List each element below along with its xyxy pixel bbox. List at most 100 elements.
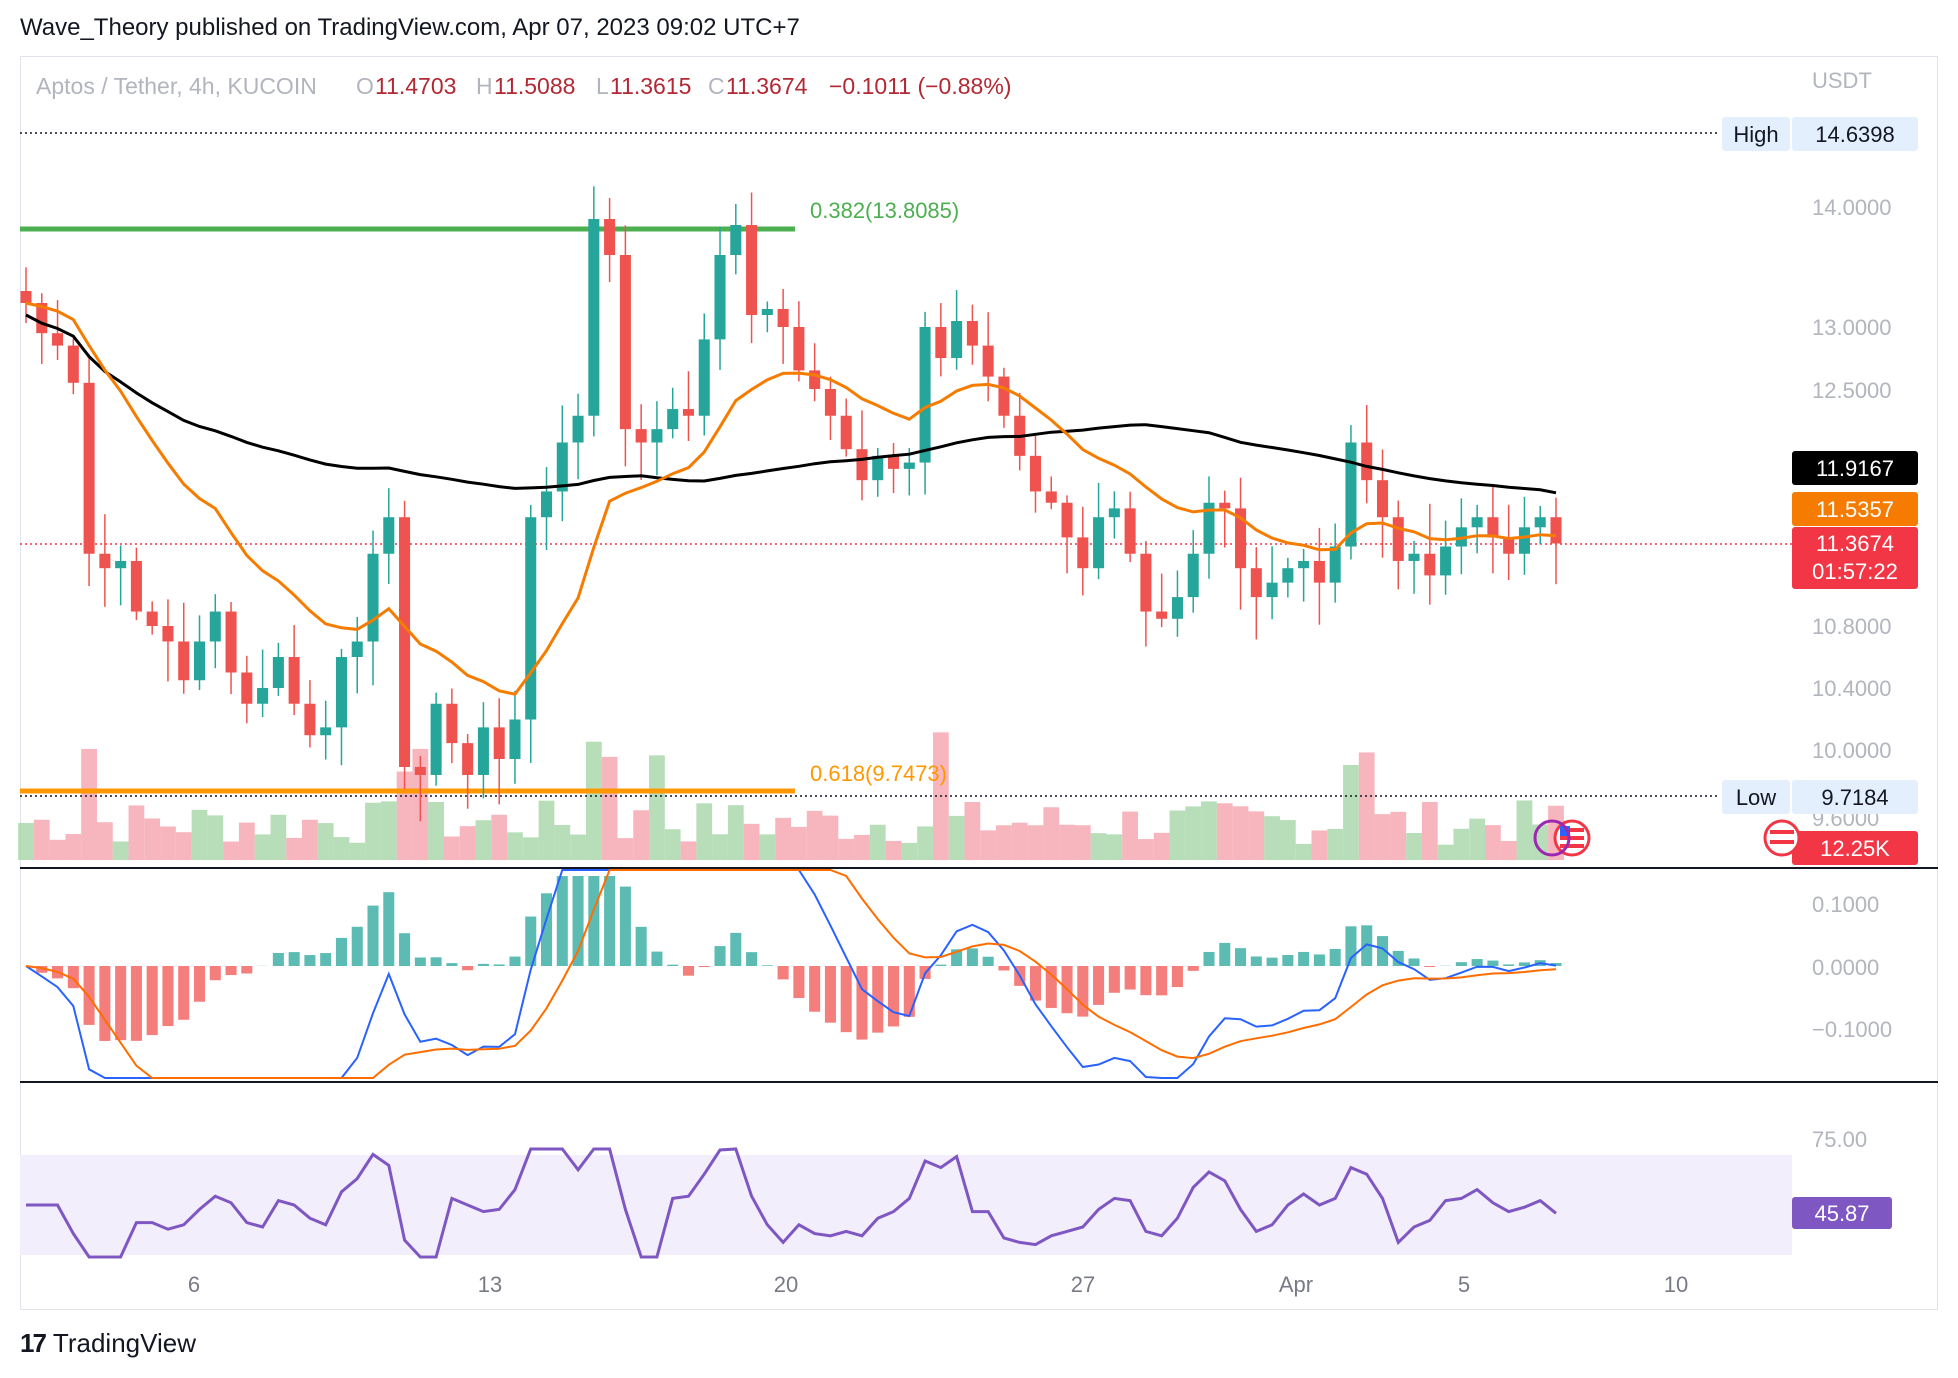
candle-body bbox=[130, 560, 142, 612]
us-flag-axis-icon[interactable] bbox=[1763, 819, 1801, 857]
volume-bar bbox=[428, 801, 444, 860]
macd-histogram-bar bbox=[193, 966, 206, 1002]
macd-histogram-bar bbox=[1187, 966, 1199, 971]
price-axis-currency: USDT bbox=[1812, 68, 1872, 93]
macd-histogram-bar bbox=[320, 953, 332, 966]
legend-low: 11.3615 bbox=[610, 73, 691, 99]
macd-histogram-bar bbox=[604, 876, 616, 966]
price-levels bbox=[20, 132, 1792, 797]
volume-bar bbox=[112, 841, 129, 860]
volume-bar bbox=[333, 837, 350, 860]
volume-bar bbox=[144, 818, 161, 860]
candle-body bbox=[919, 327, 931, 463]
macd-histogram-bar bbox=[1471, 959, 1483, 966]
macd-histogram-bar bbox=[1455, 962, 1467, 966]
candle bbox=[1408, 540, 1420, 594]
volume-bar bbox=[207, 815, 224, 860]
volume-bar bbox=[160, 826, 176, 860]
volume-bar bbox=[791, 826, 807, 860]
volume-bar bbox=[1216, 803, 1233, 860]
candle-body bbox=[793, 327, 805, 371]
candle-body bbox=[1187, 553, 1199, 598]
candle bbox=[540, 467, 553, 551]
volume-bar bbox=[1327, 828, 1344, 860]
candle bbox=[1534, 505, 1546, 545]
macd-histogram-bar bbox=[1077, 966, 1089, 1017]
volume-bar bbox=[238, 822, 255, 860]
volume-bar bbox=[18, 822, 34, 860]
macd-histogram-bar bbox=[635, 926, 647, 966]
macd-histogram-bar bbox=[225, 966, 237, 976]
volume-bar bbox=[396, 771, 413, 860]
candle bbox=[1124, 491, 1136, 563]
high-value-box bbox=[1792, 117, 1918, 151]
high-tag-box bbox=[1722, 117, 1790, 151]
volume-bar bbox=[254, 834, 271, 860]
event-marker-icon[interactable] bbox=[1533, 819, 1571, 857]
candle bbox=[1329, 523, 1341, 603]
macd-histogram-bar bbox=[130, 966, 142, 1041]
candle-body bbox=[1282, 568, 1294, 583]
candle bbox=[998, 367, 1010, 428]
candle bbox=[872, 447, 884, 497]
candle bbox=[320, 700, 332, 760]
volume-bar bbox=[743, 823, 760, 860]
candle bbox=[1361, 405, 1373, 504]
candle bbox=[1156, 573, 1168, 628]
candle-body bbox=[1487, 517, 1499, 538]
candle-body bbox=[193, 641, 206, 681]
volume-bar bbox=[1059, 824, 1075, 860]
candle bbox=[777, 288, 789, 364]
moving-averages bbox=[25, 301, 1557, 696]
us-flag-event-icon[interactable] bbox=[1553, 819, 1591, 857]
candle-body bbox=[714, 255, 726, 340]
volume-bar bbox=[570, 834, 586, 860]
candle bbox=[178, 602, 190, 694]
tradingview-logo-icon: 17 bbox=[20, 1328, 47, 1358]
candle-body bbox=[682, 409, 694, 416]
volume-bar bbox=[869, 824, 886, 860]
volume-bar bbox=[1185, 806, 1202, 860]
candle bbox=[604, 198, 616, 283]
volume-bar bbox=[1453, 828, 1470, 860]
candle-body bbox=[367, 553, 379, 642]
low-tag-label: Low bbox=[1736, 785, 1776, 810]
candle bbox=[462, 734, 474, 809]
candle bbox=[67, 338, 79, 395]
candle-body bbox=[1077, 537, 1089, 569]
candle bbox=[761, 301, 773, 333]
macd-tick: −0.1000 bbox=[1812, 1017, 1892, 1042]
candle bbox=[1171, 570, 1183, 637]
candle bbox=[903, 448, 915, 496]
candle bbox=[1471, 504, 1483, 554]
candle-body bbox=[1093, 517, 1105, 569]
candle-body bbox=[1266, 582, 1278, 598]
signal-line bbox=[25, 869, 1557, 1079]
macd-histogram-bar bbox=[588, 876, 600, 966]
macd-histogram-bar bbox=[115, 966, 127, 1041]
candle bbox=[1203, 476, 1215, 579]
volume-bar bbox=[1374, 814, 1391, 860]
volume-bar bbox=[964, 802, 981, 860]
candle-body bbox=[304, 703, 316, 736]
macd-histogram-bar bbox=[935, 964, 947, 966]
macd-histogram-bar bbox=[446, 963, 458, 966]
candle bbox=[588, 186, 600, 437]
candle-body bbox=[257, 688, 269, 704]
candle-body bbox=[588, 219, 600, 416]
candle-body bbox=[178, 641, 190, 681]
brand-footer[interactable]: 17 TradingView bbox=[20, 1328, 196, 1359]
candle-body bbox=[1203, 502, 1215, 554]
ema50-line bbox=[25, 301, 1557, 696]
candle-body bbox=[556, 442, 568, 492]
volume-bar bbox=[1201, 801, 1217, 860]
candle-body bbox=[619, 255, 631, 430]
candle-body bbox=[1518, 527, 1530, 554]
macd-histogram-bar bbox=[1093, 966, 1105, 1005]
volume-bar bbox=[1138, 839, 1154, 860]
rsi-tick: 75.00 bbox=[1812, 1127, 1867, 1152]
macd-histogram-bar bbox=[982, 956, 994, 966]
macd-histogram-bar bbox=[477, 963, 489, 966]
candle-body bbox=[635, 429, 647, 443]
